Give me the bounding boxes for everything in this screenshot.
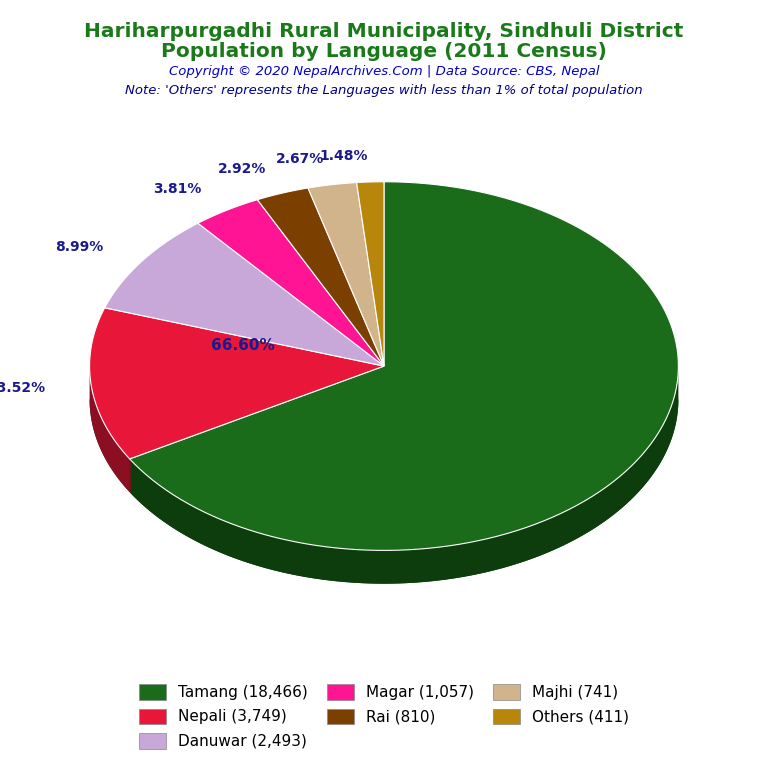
Polygon shape [257, 188, 384, 366]
Text: 2.67%: 2.67% [276, 152, 324, 167]
Text: Copyright © 2020 NepalArchives.Com | Data Source: CBS, Nepal: Copyright © 2020 NepalArchives.Com | Dat… [169, 65, 599, 78]
Polygon shape [130, 368, 678, 584]
Text: 66.60%: 66.60% [211, 338, 275, 353]
Text: 3.81%: 3.81% [154, 182, 202, 196]
Polygon shape [90, 308, 384, 459]
Polygon shape [90, 399, 678, 584]
Text: 8.99%: 8.99% [55, 240, 104, 254]
Text: 2.92%: 2.92% [218, 162, 266, 176]
Polygon shape [308, 183, 384, 366]
Text: Population by Language (2011 Census): Population by Language (2011 Census) [161, 42, 607, 61]
Text: Hariharpurgadhi Rural Municipality, Sindhuli District: Hariharpurgadhi Rural Municipality, Sind… [84, 22, 684, 41]
Polygon shape [356, 182, 384, 366]
Polygon shape [198, 200, 384, 366]
Legend: Tamang (18,466), Nepali (3,749), Danuwar (2,493), Magar (1,057), Rai (810), Majh: Tamang (18,466), Nepali (3,749), Danuwar… [131, 677, 637, 756]
Text: Note: 'Others' represents the Languages with less than 1% of total population: Note: 'Others' represents the Languages … [125, 84, 643, 98]
Polygon shape [90, 366, 130, 492]
Polygon shape [130, 182, 678, 551]
Text: 13.52%: 13.52% [0, 381, 45, 395]
Text: 1.48%: 1.48% [319, 150, 368, 164]
Polygon shape [104, 223, 384, 366]
